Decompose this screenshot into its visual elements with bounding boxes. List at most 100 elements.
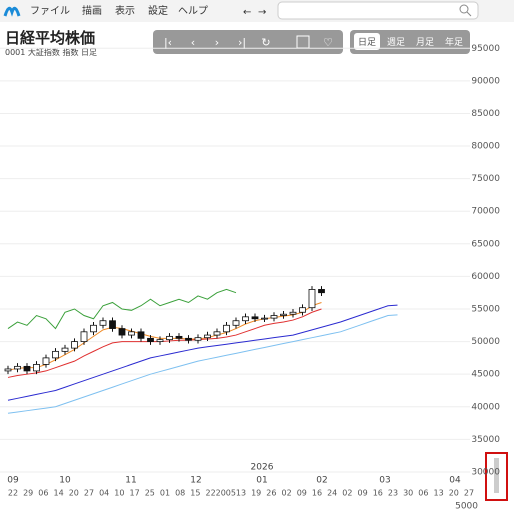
candle-body <box>99 320 107 326</box>
y-tick-label: 95000 <box>471 44 500 54</box>
search-icon <box>459 4 469 14</box>
menu-item[interactable]: 表示 <box>115 4 135 17</box>
day-label: 15 <box>190 489 200 498</box>
search-box[interactable] <box>277 1 479 20</box>
highlight-box <box>485 452 508 501</box>
subtitle: 0001 大証指数 指数 日足 <box>5 47 97 57</box>
search-icon <box>466 11 472 17</box>
y-tick-label: 60000 <box>471 272 500 282</box>
period-button[interactable]: 月足 <box>416 37 434 48</box>
next-button[interactable]: › <box>215 36 219 49</box>
indicator-line <box>7 308 322 378</box>
candle-body <box>14 365 21 370</box>
prev-button[interactable]: ‹ <box>191 36 195 49</box>
y-tick-label: 70000 <box>471 207 500 217</box>
day-label: 19 <box>251 489 261 498</box>
day-label: 08 <box>175 489 185 498</box>
menu-item[interactable]: ファイル <box>30 6 70 17</box>
candle-body <box>270 315 278 319</box>
candle-body <box>33 364 40 372</box>
candle-body <box>42 357 50 365</box>
menu-item[interactable]: 設定 <box>148 4 168 17</box>
indicator-line <box>7 288 237 330</box>
candle-body <box>194 337 202 341</box>
menu-item[interactable]: ヘルプ <box>178 5 208 17</box>
y-tick-label: 45000 <box>471 370 500 380</box>
forward-arrow[interactable]: → <box>258 7 266 18</box>
month-label: 02 <box>316 476 327 486</box>
day-label: 02 <box>282 489 292 498</box>
candle-body <box>223 324 230 333</box>
day-label: 2005 <box>216 489 236 498</box>
title: 日経平均株価 <box>5 29 95 47</box>
day-label: 16 <box>312 489 322 498</box>
y-tick-label: 65000 <box>471 239 500 249</box>
day-label: 26 <box>266 489 276 498</box>
candle-body <box>156 339 164 342</box>
candle-body <box>299 307 306 313</box>
period-button[interactable]: 年足 <box>445 36 463 48</box>
candle-body <box>308 289 316 309</box>
day-label: 23 <box>388 489 398 498</box>
month-label: 11 <box>125 476 136 486</box>
indicator-line <box>7 302 322 371</box>
day-label: 16 <box>373 489 383 498</box>
period-button[interactable]: 日足 <box>358 37 376 48</box>
day-label: 13 <box>236 489 246 498</box>
volume-label: 5000 <box>455 502 478 512</box>
scrollbar-thumb[interactable] <box>494 458 499 493</box>
y-tick-label: 85000 <box>471 109 500 119</box>
day-label: 27 <box>84 489 94 498</box>
indicator-line <box>7 304 398 401</box>
month-label: 12 <box>190 476 201 486</box>
day-label: 09 <box>297 489 307 498</box>
month-label: 01 <box>256 476 267 486</box>
month-label: 04 <box>449 476 461 486</box>
candle-body <box>90 324 97 333</box>
y-tick-label: 55000 <box>471 304 500 314</box>
day-label: 13 <box>434 489 444 498</box>
candle-body <box>137 331 145 339</box>
back-arrow[interactable]: ← <box>243 7 251 18</box>
candle-body <box>128 331 135 336</box>
candle-body <box>204 334 211 339</box>
last-button[interactable]: ›| <box>238 36 246 49</box>
day-label: 04 <box>99 489 109 498</box>
day-label: 20 <box>449 489 459 498</box>
candle-body <box>289 311 297 315</box>
period-active <box>354 33 380 50</box>
day-label: 22 <box>8 489 18 498</box>
y-tick-label: 80000 <box>471 142 500 152</box>
year-label: 2026 <box>251 463 274 473</box>
candle-body <box>118 328 126 336</box>
day-label: 14 <box>54 489 64 498</box>
candle-body <box>232 320 240 326</box>
candle-body <box>280 313 287 316</box>
day-label: 06 <box>38 489 48 498</box>
y-tick-label: 40000 <box>471 402 500 412</box>
day-label: 27 <box>464 489 474 498</box>
period-button[interactable]: 週足 <box>387 37 405 48</box>
day-label: 10 <box>114 489 124 498</box>
menu-item[interactable]: 描画 <box>82 4 102 17</box>
candle-body <box>52 350 59 359</box>
reload-button[interactable]: ↻ <box>261 36 270 49</box>
day-label: 25 <box>145 489 155 498</box>
day-label: 02 <box>342 489 352 498</box>
candle-body <box>175 335 183 339</box>
candle-body <box>4 368 12 372</box>
candle-body <box>213 331 221 336</box>
indicator-line <box>7 314 398 414</box>
candle-body <box>71 341 78 349</box>
nav-toolbar <box>153 30 343 54</box>
day-label: 29 <box>23 489 33 498</box>
first-button[interactable]: |‹ <box>164 36 172 49</box>
candle-body <box>109 320 116 329</box>
y-tick-label: 50000 <box>471 337 500 347</box>
candle-body <box>147 337 154 342</box>
favorite-button[interactable]: ♡ <box>323 36 333 49</box>
candle-body <box>61 347 69 352</box>
candle-body <box>23 365 31 372</box>
